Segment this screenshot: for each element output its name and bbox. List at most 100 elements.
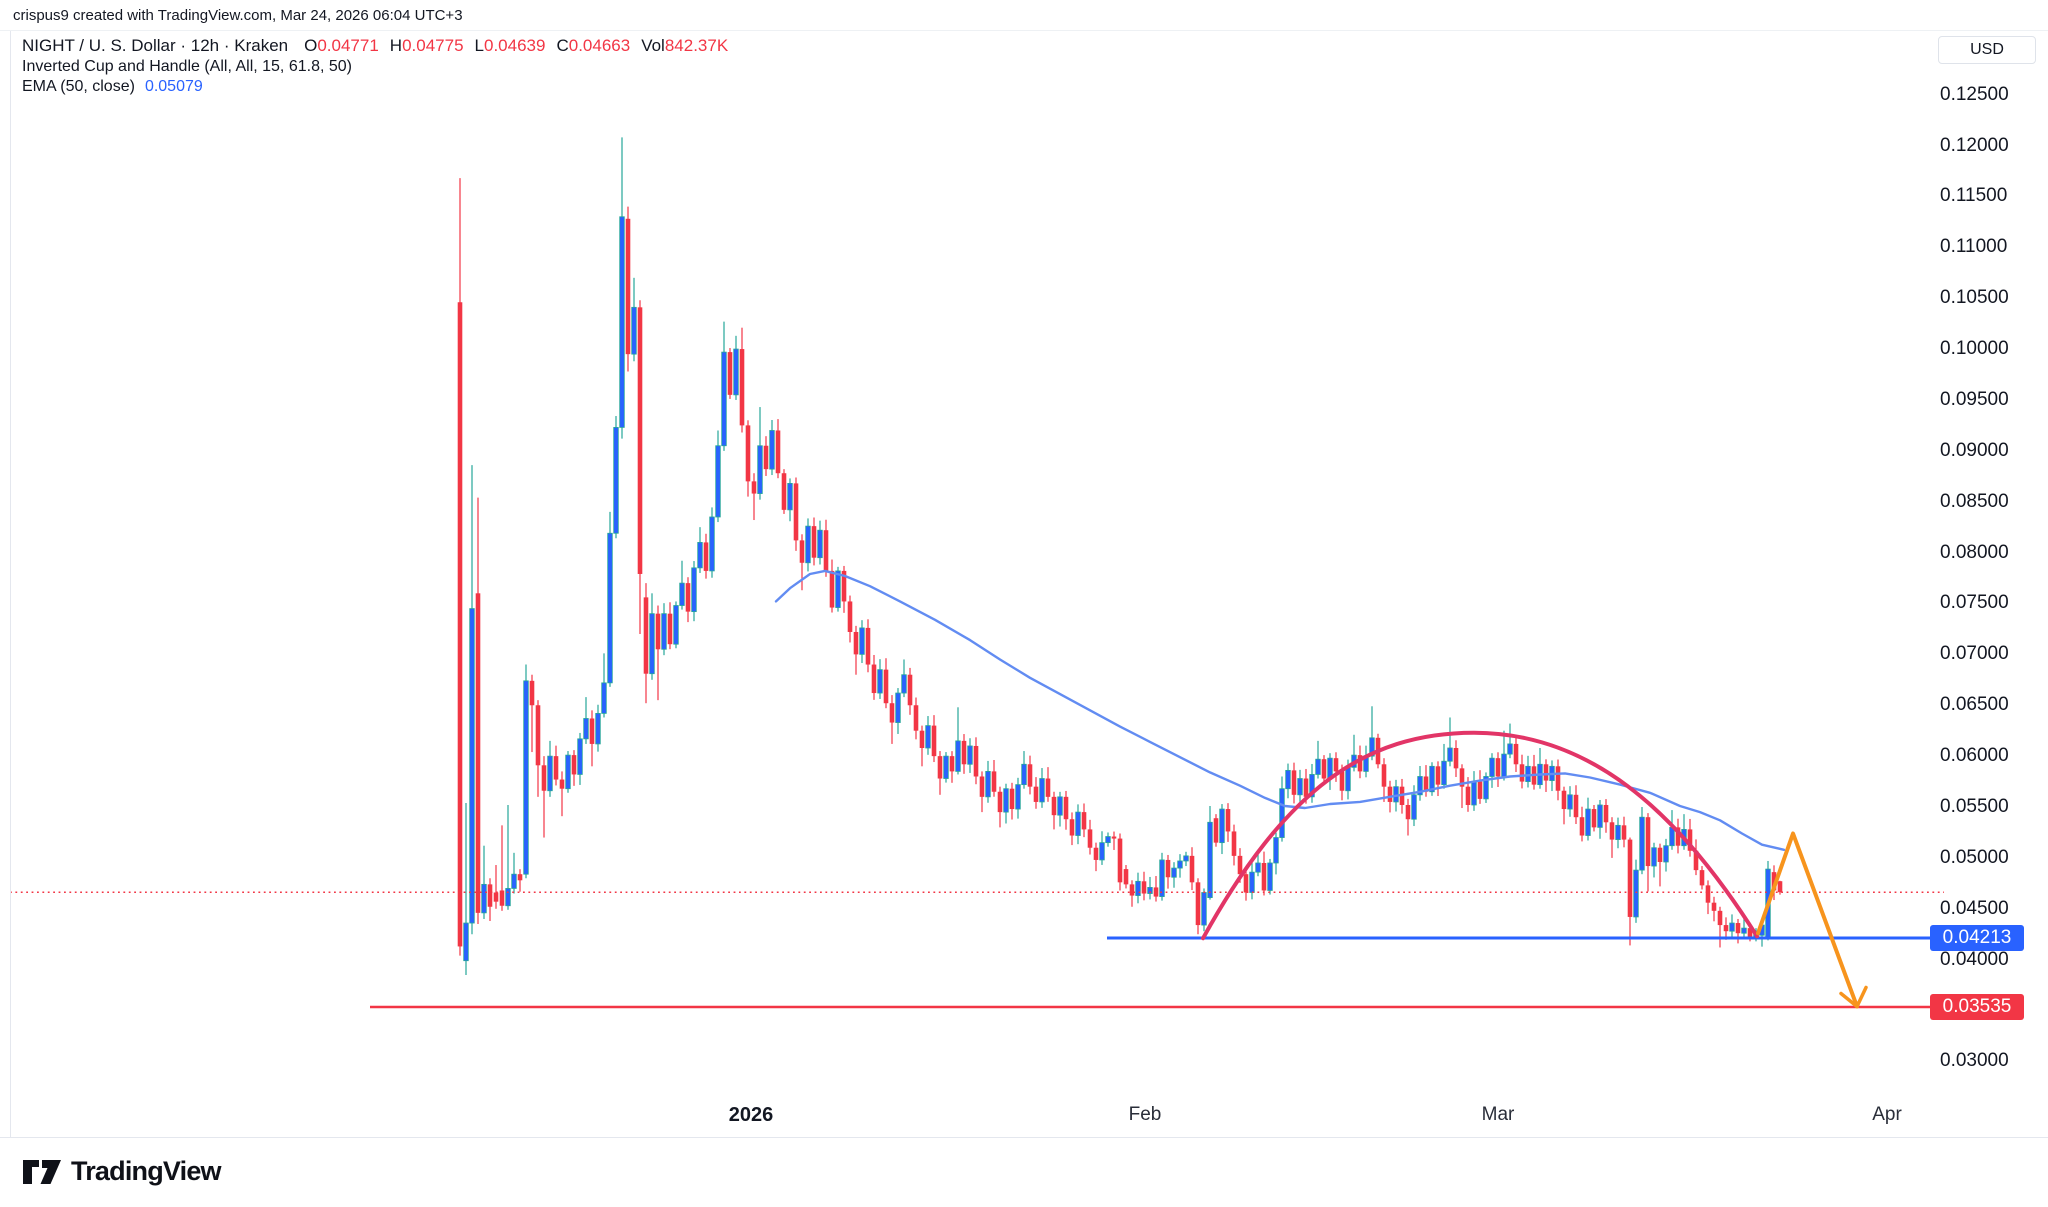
candle — [745, 425, 751, 482]
legend-symbol-row[interactable]: NIGHT / U. S. Dollar · 12h · Kraken O0.04… — [22, 36, 728, 56]
price-tick-label: 0.05500 — [1940, 796, 2009, 818]
candle — [601, 682, 607, 714]
candle — [1729, 922, 1735, 932]
candle — [1657, 847, 1663, 862]
candle — [1081, 812, 1087, 830]
candle — [1591, 809, 1597, 828]
candle — [1495, 758, 1501, 777]
chart-area[interactable]: NIGHT / U. S. Dollar · 12h · Kraken O0.04… — [0, 31, 2048, 1138]
tradingview-logo[interactable]: TradingView — [22, 1156, 222, 1187]
candle — [865, 627, 871, 665]
candle — [1447, 747, 1453, 762]
candle — [1477, 781, 1483, 799]
candle — [1213, 818, 1219, 843]
candle — [1411, 794, 1417, 820]
candle — [1045, 778, 1051, 797]
candle — [487, 884, 493, 907]
candle — [1267, 862, 1273, 891]
ohlc-field-value: 0.04663 — [568, 36, 631, 55]
price-tick-label: 0.06000 — [1940, 745, 2009, 767]
candle — [463, 922, 469, 962]
candle — [1339, 771, 1345, 791]
candle — [1057, 796, 1063, 816]
candle — [1117, 838, 1123, 883]
candle — [997, 791, 1003, 813]
symbol-title: NIGHT / U. S. Dollar · 12h · Kraken — [22, 36, 289, 55]
candle — [1009, 788, 1015, 810]
candle — [511, 873, 517, 889]
candle — [1159, 859, 1165, 897]
candle — [1303, 778, 1309, 797]
candle — [907, 674, 913, 706]
candle — [1555, 766, 1561, 791]
legend-ema-row[interactable]: EMA (50, close) 0.05079 — [22, 78, 203, 96]
candle — [715, 445, 721, 518]
legend-pattern-row[interactable]: Inverted Cup and Handle (All, All, 15, 6… — [22, 58, 352, 76]
candle — [931, 725, 937, 757]
attribution-bar: crispus9 created with TradingView.com, M… — [0, 0, 2048, 31]
ohlc-field-value: 842.37K — [664, 36, 729, 55]
candle — [955, 740, 961, 772]
candle — [925, 725, 931, 749]
candle — [547, 755, 553, 792]
candle — [1561, 790, 1567, 810]
candle — [1189, 855, 1195, 883]
candle — [1711, 902, 1717, 911]
candle — [505, 888, 511, 907]
candle — [727, 352, 733, 395]
projection-arrow[interactable] — [1756, 831, 1859, 1009]
candle — [1039, 778, 1045, 803]
inverted-cup-curve[interactable] — [1201, 730, 1759, 941]
candle — [1387, 786, 1393, 802]
candle — [859, 627, 865, 655]
ohlc-field-label: C — [556, 36, 569, 55]
time-tick-label: Feb — [1128, 1104, 1162, 1125]
candle — [691, 567, 697, 613]
candle — [919, 730, 925, 748]
candle — [1579, 817, 1585, 836]
candle — [1393, 786, 1399, 803]
candle — [901, 674, 907, 694]
candle — [637, 307, 643, 574]
candle — [847, 601, 853, 632]
currency-label: USD — [1970, 41, 2004, 58]
attribution-text: crispus9 created with TradingView.com, M… — [13, 7, 463, 24]
candle — [1321, 759, 1327, 779]
candle — [1249, 871, 1255, 893]
candle — [1735, 923, 1741, 934]
price-axis-badge: 0.04213 — [1930, 925, 2024, 951]
pattern-label: Inverted Cup and Handle (All, All, 15, 6… — [22, 58, 352, 75]
candle — [655, 613, 661, 650]
candle — [1507, 743, 1513, 755]
candle — [1147, 887, 1153, 894]
candle — [493, 892, 499, 902]
candle — [1585, 808, 1591, 836]
candle — [871, 664, 877, 694]
candle — [1687, 829, 1693, 851]
candle — [1663, 845, 1669, 863]
candle — [889, 703, 895, 723]
candle — [685, 583, 691, 612]
candle — [469, 608, 475, 924]
time-tick-label: 2026 — [728, 1104, 774, 1126]
candle — [1573, 794, 1579, 818]
candle — [1195, 882, 1201, 926]
candle — [631, 306, 637, 355]
ohlc-field-value: 0.04639 — [484, 36, 546, 55]
candle — [1717, 910, 1723, 926]
candle — [1633, 869, 1639, 918]
candle — [1357, 755, 1363, 772]
candle — [1519, 764, 1525, 782]
candle — [517, 874, 523, 881]
candle — [1651, 847, 1657, 867]
candle — [613, 427, 619, 534]
price-tick-label: 0.07000 — [1940, 643, 2009, 665]
currency-toggle[interactable]: USD — [1938, 36, 2036, 64]
price-tick-label: 0.12500 — [1940, 83, 2009, 105]
price-tick-label: 0.08000 — [1940, 541, 2009, 563]
candle — [1033, 786, 1039, 802]
candle — [1609, 822, 1615, 840]
candle — [883, 669, 889, 704]
candle — [679, 582, 685, 606]
